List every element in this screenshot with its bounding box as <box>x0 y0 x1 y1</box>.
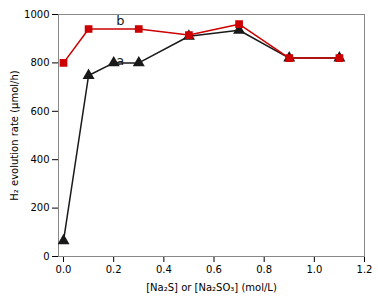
svg-text:0: 0 <box>43 251 49 262</box>
svg-text:b: b <box>116 13 124 28</box>
svg-text:0.6: 0.6 <box>206 264 222 275</box>
svg-text:800: 800 <box>30 57 49 68</box>
svg-text:1.2: 1.2 <box>357 264 373 275</box>
svg-text:400: 400 <box>30 154 49 165</box>
svg-text:600: 600 <box>30 106 49 117</box>
svg-text:[Na₂S] or [Na₂SO₃] (mol/L): [Na₂S] or [Na₂SO₃] (mol/L) <box>146 282 277 293</box>
svg-text:0.0: 0.0 <box>56 264 72 275</box>
svg-text:200: 200 <box>30 202 49 213</box>
svg-text:H₂ evolution rate (μmol/h): H₂ evolution rate (μmol/h) <box>9 70 20 200</box>
svg-text:0.8: 0.8 <box>256 264 272 275</box>
svg-text:1.0: 1.0 <box>306 264 322 275</box>
svg-text:0.2: 0.2 <box>106 264 122 275</box>
svg-text:1000: 1000 <box>24 9 49 20</box>
svg-text:0.4: 0.4 <box>156 264 172 275</box>
svg-text:a: a <box>116 53 124 68</box>
